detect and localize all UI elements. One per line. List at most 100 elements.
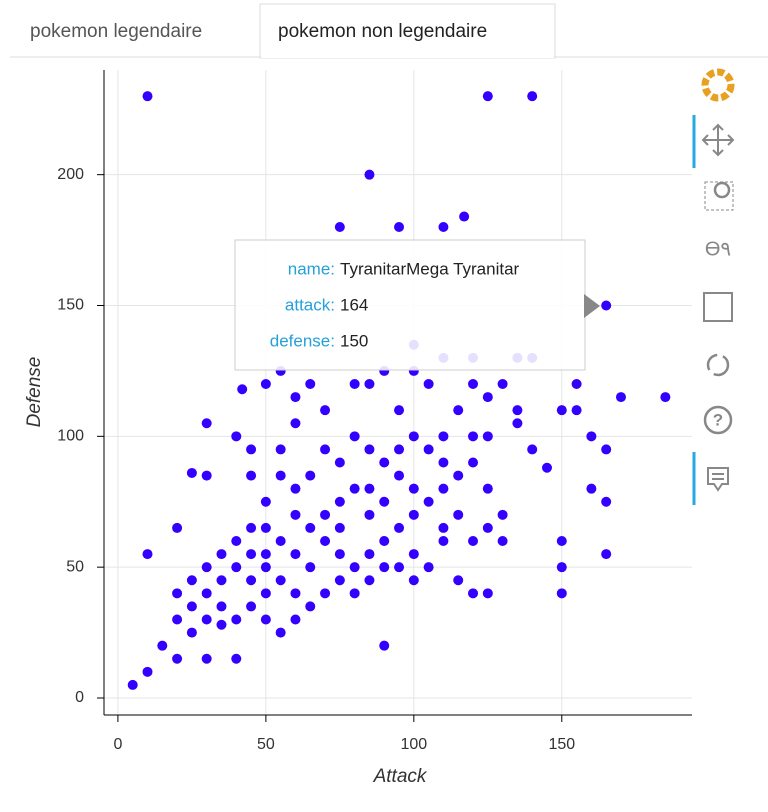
point: [527, 444, 538, 455]
point: [364, 169, 375, 180]
point: [423, 562, 434, 573]
point: [468, 378, 479, 389]
y-tick-label: 50: [66, 558, 84, 575]
point: [586, 431, 597, 442]
point: [246, 444, 257, 455]
point: [260, 496, 271, 507]
point: [468, 535, 479, 546]
point: [468, 457, 479, 468]
point: [231, 653, 242, 664]
x-tick-label: 50: [257, 736, 275, 753]
point: [438, 221, 449, 232]
point: [394, 562, 405, 573]
point: [408, 431, 419, 442]
point: [216, 549, 227, 560]
help-mark: ?: [713, 410, 723, 429]
point: [349, 378, 360, 389]
point: [556, 562, 567, 573]
point: [290, 418, 301, 429]
point: [408, 549, 419, 560]
point: [142, 549, 153, 560]
point: [172, 653, 183, 664]
point: [571, 405, 582, 416]
point: [334, 457, 345, 468]
point: [571, 378, 582, 389]
tooltip-value: 164: [340, 295, 368, 314]
point: [231, 562, 242, 573]
tooltip-value: TyranitarMega Tyranitar: [340, 259, 520, 278]
point: [349, 562, 360, 573]
point: [320, 405, 331, 416]
point: [172, 522, 183, 533]
point: [231, 535, 242, 546]
pan-tool[interactable]: [701, 123, 735, 157]
point: [497, 509, 508, 520]
point: [556, 535, 567, 546]
point: [201, 470, 212, 481]
point: [290, 549, 301, 560]
point: [246, 470, 257, 481]
tooltip: name: TyranitarMega Tyranitar attack: 164 de…: [234, 239, 600, 371]
point: [423, 444, 434, 455]
tab[interactable]: pokemon non legendaire: [278, 21, 487, 42]
box-zoom-tool[interactable]: [704, 181, 734, 211]
save-tool[interactable]: [703, 292, 733, 322]
point: [334, 549, 345, 560]
point: [246, 522, 257, 533]
point: [408, 509, 419, 520]
point: [349, 588, 360, 599]
point: [334, 221, 345, 232]
tab[interactable]: pokemon legendaire: [30, 21, 202, 42]
x-tick-label: 150: [548, 736, 575, 753]
point: [394, 405, 405, 416]
tooltip-label: name:: [288, 259, 335, 278]
point: [364, 444, 375, 455]
point: [438, 431, 449, 442]
point: [320, 588, 331, 599]
point: [394, 444, 405, 455]
point: [320, 535, 331, 546]
point: [512, 418, 523, 429]
y-tick-label: 100: [57, 428, 84, 445]
point: [438, 483, 449, 494]
point: [601, 444, 612, 455]
point: [201, 562, 212, 573]
y-tick-label: 0: [75, 689, 84, 706]
point: [260, 549, 271, 560]
point: [453, 405, 464, 416]
point: [394, 522, 405, 533]
point: [260, 522, 271, 533]
logo[interactable]: [701, 68, 735, 102]
point: [379, 496, 390, 507]
point: [275, 444, 286, 455]
help-tool[interactable]: [703, 405, 733, 435]
point: [201, 418, 212, 429]
point: [186, 601, 197, 612]
point: [305, 470, 316, 481]
point: [186, 627, 197, 638]
point: [660, 392, 671, 403]
point: [541, 462, 552, 473]
point: [615, 392, 626, 403]
point: [246, 549, 257, 560]
point: [601, 300, 612, 311]
tooltip-value: 150: [340, 331, 368, 350]
hover-tool[interactable]: [707, 467, 729, 492]
point: [216, 619, 227, 630]
reset-tool[interactable]: [706, 353, 730, 377]
point: [394, 221, 405, 232]
point: [305, 562, 316, 573]
point: [305, 378, 316, 389]
point: [482, 431, 493, 442]
point: [364, 483, 375, 494]
active-tab[interactable]: [259, 3, 556, 59]
wheel-zoom-tool[interactable]: ϴ٩: [705, 238, 731, 260]
point: [364, 575, 375, 586]
point: [497, 535, 508, 546]
point: [423, 378, 434, 389]
point: [290, 509, 301, 520]
point: [453, 470, 464, 481]
point: [453, 509, 464, 520]
